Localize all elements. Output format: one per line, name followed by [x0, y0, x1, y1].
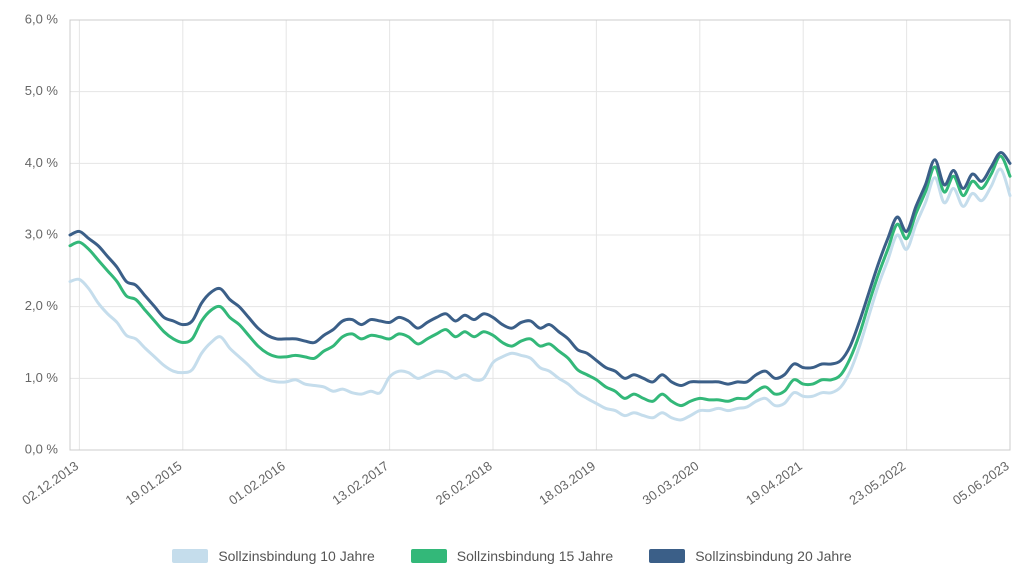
series-line [70, 153, 1010, 386]
x-tick-label: 02.12.2013 [19, 458, 81, 508]
x-tick-label: 01.02.2016 [226, 458, 288, 508]
y-tick-label: 3,0 % [25, 226, 59, 241]
legend: Sollzinsbindung 10 Jahre Sollzinsbindung… [0, 548, 1024, 564]
x-tick-label: 26.02.2018 [433, 458, 495, 508]
y-tick-label: 4,0 % [25, 155, 59, 170]
chart-container: 0,0 % 1,0 % 2,0 % 3,0 % 4,0 % 5,0 % 6,0 % 02.12… [0, 0, 1024, 576]
x-tick-label: 05.06.2023 [950, 458, 1012, 508]
line-chart: 0,0 % 1,0 % 2,0 % 3,0 % 4,0 % 5,0 % 6,0 % 02.12… [0, 0, 1024, 576]
y-tick-label: 0,0 % [25, 441, 59, 456]
x-tick-label: 30.03.2020 [640, 458, 702, 508]
x-tick-label: 19.01.2015 [123, 458, 185, 508]
legend-item-20j: Sollzinsbindung 20 Jahre [649, 548, 851, 564]
y-tick-label: 6,0 % [25, 11, 59, 26]
y-tick-label: 1,0 % [25, 370, 59, 385]
legend-swatch-10j [172, 549, 208, 563]
y-tick-label: 2,0 % [25, 298, 59, 313]
legend-item-15j: Sollzinsbindung 15 Jahre [411, 548, 613, 564]
legend-label-15j: Sollzinsbindung 15 Jahre [457, 548, 613, 564]
x-tick-label: 13.02.2017 [329, 458, 391, 508]
legend-label-10j: Sollzinsbindung 10 Jahre [218, 548, 374, 564]
x-tick-label: 23.05.2022 [846, 458, 908, 508]
legend-item-10j: Sollzinsbindung 10 Jahre [172, 548, 374, 564]
x-tick-label: 19.04.2021 [743, 458, 805, 508]
legend-swatch-20j [649, 549, 685, 563]
x-tick-label: 18.03.2019 [536, 458, 598, 508]
y-tick-label: 5,0 % [25, 83, 59, 98]
legend-label-20j: Sollzinsbindung 20 Jahre [695, 548, 851, 564]
legend-swatch-15j [411, 549, 447, 563]
